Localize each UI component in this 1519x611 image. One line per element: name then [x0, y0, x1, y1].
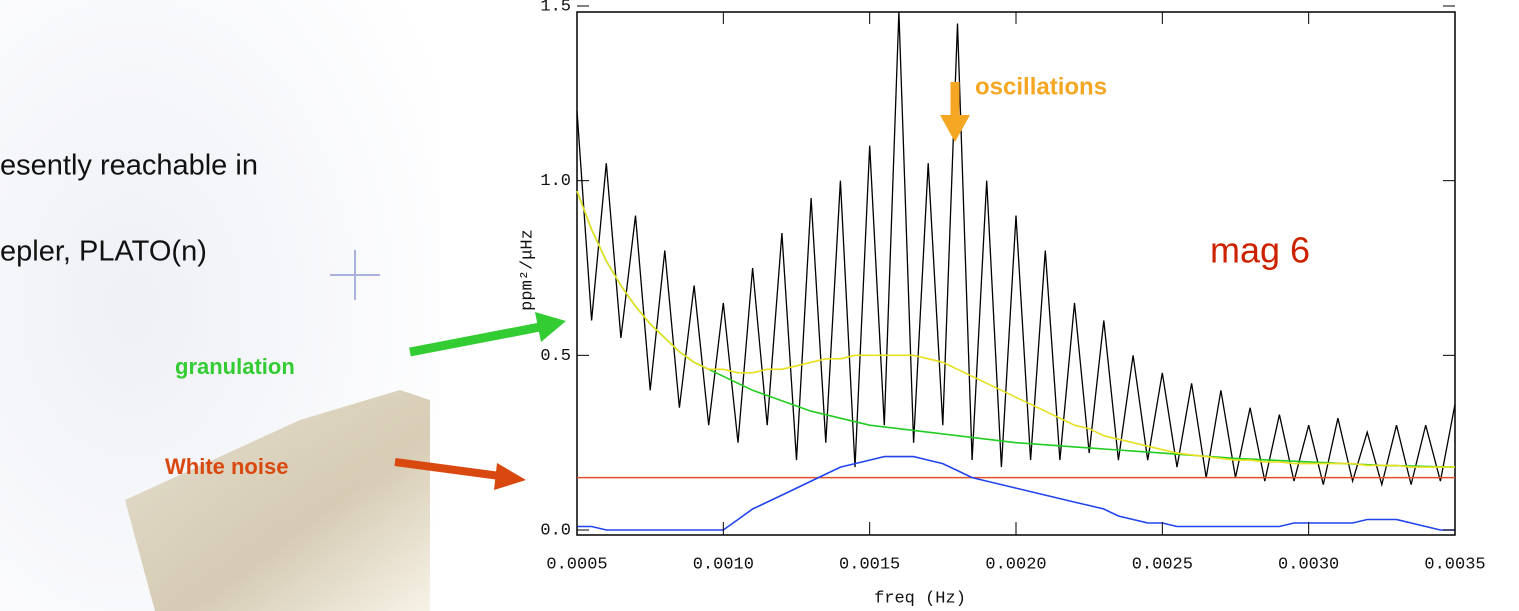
- arrow-head: [535, 312, 566, 342]
- series-line: [576, 190, 1456, 468]
- y-tick-label: 0.0: [540, 521, 571, 540]
- arrow-head: [940, 115, 970, 142]
- annotation: White noise: [165, 454, 288, 479]
- y-tick-label: 0.5: [540, 347, 571, 366]
- background-patch: [125, 390, 430, 611]
- arrow: [394, 458, 501, 480]
- slide-text: epler, PLATO(n): [0, 236, 207, 268]
- x-tick-label: 0.0005: [546, 555, 607, 574]
- annotation: mag 6: [1210, 230, 1310, 271]
- x-tick-label: 0.0015: [839, 555, 900, 574]
- y-tick-label: 1.5: [540, 0, 571, 16]
- annotation: oscillations: [975, 73, 1107, 100]
- x-axis-label: freq (Hz): [874, 589, 966, 608]
- slide-text: esently reachable in: [0, 150, 258, 182]
- series-line: [577, 455, 1455, 531]
- series-line: [576, 190, 1455, 468]
- y-axis-label: ppm²/μHz: [518, 229, 537, 311]
- plot: 0.0 0.5 1.0 1.5 0.0005 0.0010 0.0015 0.0020 0.00…: [540, 0, 1485, 574]
- annotation: granulation: [175, 354, 295, 379]
- arrow: [409, 322, 541, 357]
- x-tick-label: 0.0010: [693, 555, 754, 574]
- series-line: [576, 11, 1456, 488]
- y-tick-label: 1.0: [540, 172, 571, 191]
- x-tick-label: 0.0035: [1424, 555, 1485, 574]
- x-tick-label: 0.0030: [1278, 555, 1339, 574]
- arrow-head: [494, 463, 526, 490]
- x-tick-label: 0.0020: [985, 555, 1046, 574]
- x-tick-label: 0.0025: [1132, 555, 1193, 574]
